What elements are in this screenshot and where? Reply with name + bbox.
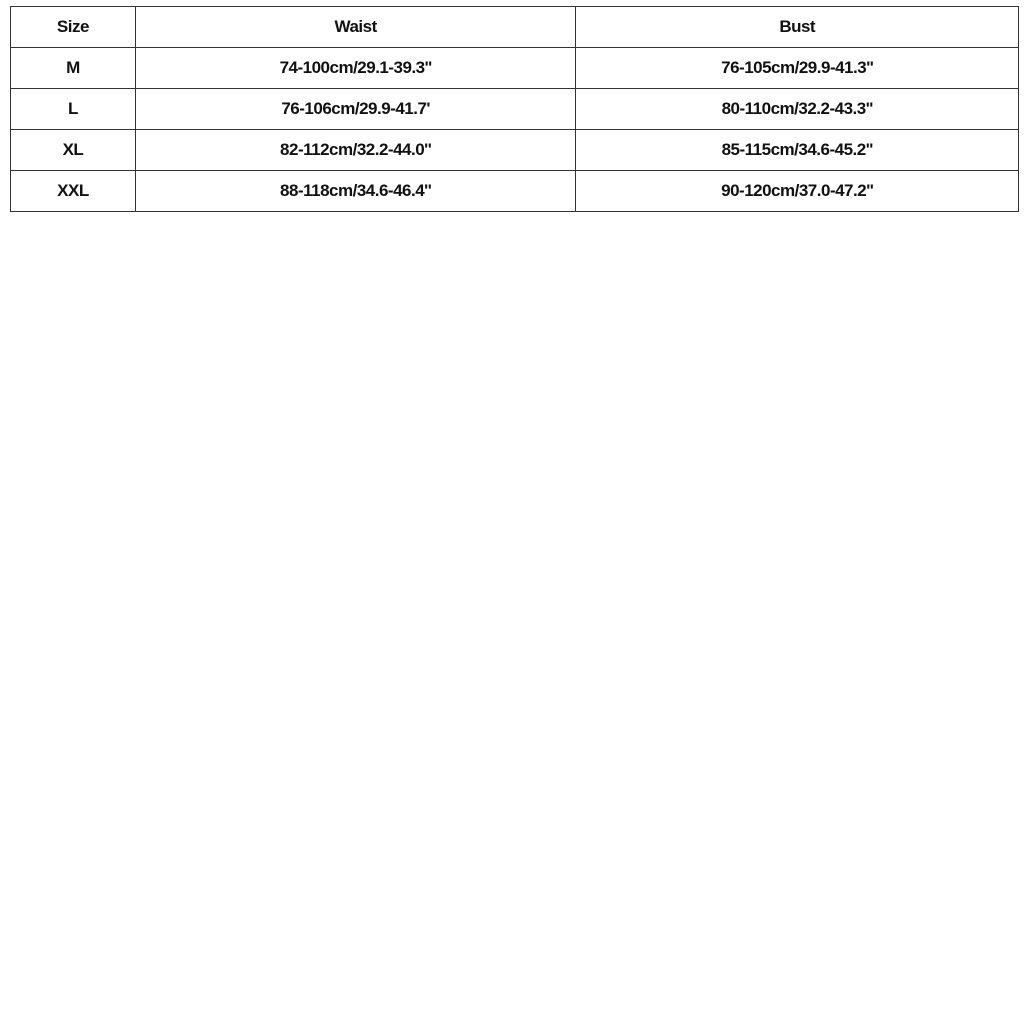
waist-cell: 82-112cm/32.2-44.0'' <box>134 129 577 171</box>
table-row: XL 82-112cm/32.2-44.0'' 85-115cm/34.6-45… <box>10 129 1019 171</box>
bust-cell: 76-105cm/29.9-41.3'' <box>575 47 1019 89</box>
size-cell: M <box>10 47 136 89</box>
size-cell: L <box>10 88 136 130</box>
size-chart-table: Size Waist Bust M 74-100cm/29.1-39.3'' 7… <box>10 6 1019 212</box>
waist-cell: 74-100cm/29.1-39.3'' <box>134 47 577 89</box>
waist-cell: 76-106cm/29.9-41.7' <box>134 88 577 130</box>
header-row: Size Waist Bust <box>10 6 1019 48</box>
header-size: Size <box>10 6 136 48</box>
size-cell: XXL <box>10 170 136 212</box>
table-row: L 76-106cm/29.9-41.7' 80-110cm/32.2-43.3… <box>10 88 1019 130</box>
bust-cell: 80-110cm/32.2-43.3'' <box>575 88 1019 130</box>
table-row: XXL 88-118cm/34.6-46.4'' 90-120cm/37.0-4… <box>10 170 1019 212</box>
bust-cell: 85-115cm/34.6-45.2'' <box>575 129 1019 171</box>
header-waist: Waist <box>134 6 577 48</box>
bust-cell: 90-120cm/37.0-47.2'' <box>575 170 1019 212</box>
size-cell: XL <box>10 129 136 171</box>
table-row: M 74-100cm/29.1-39.3'' 76-105cm/29.9-41.… <box>10 47 1019 89</box>
header-bust: Bust <box>575 6 1019 48</box>
waist-cell: 88-118cm/34.6-46.4'' <box>134 170 577 212</box>
